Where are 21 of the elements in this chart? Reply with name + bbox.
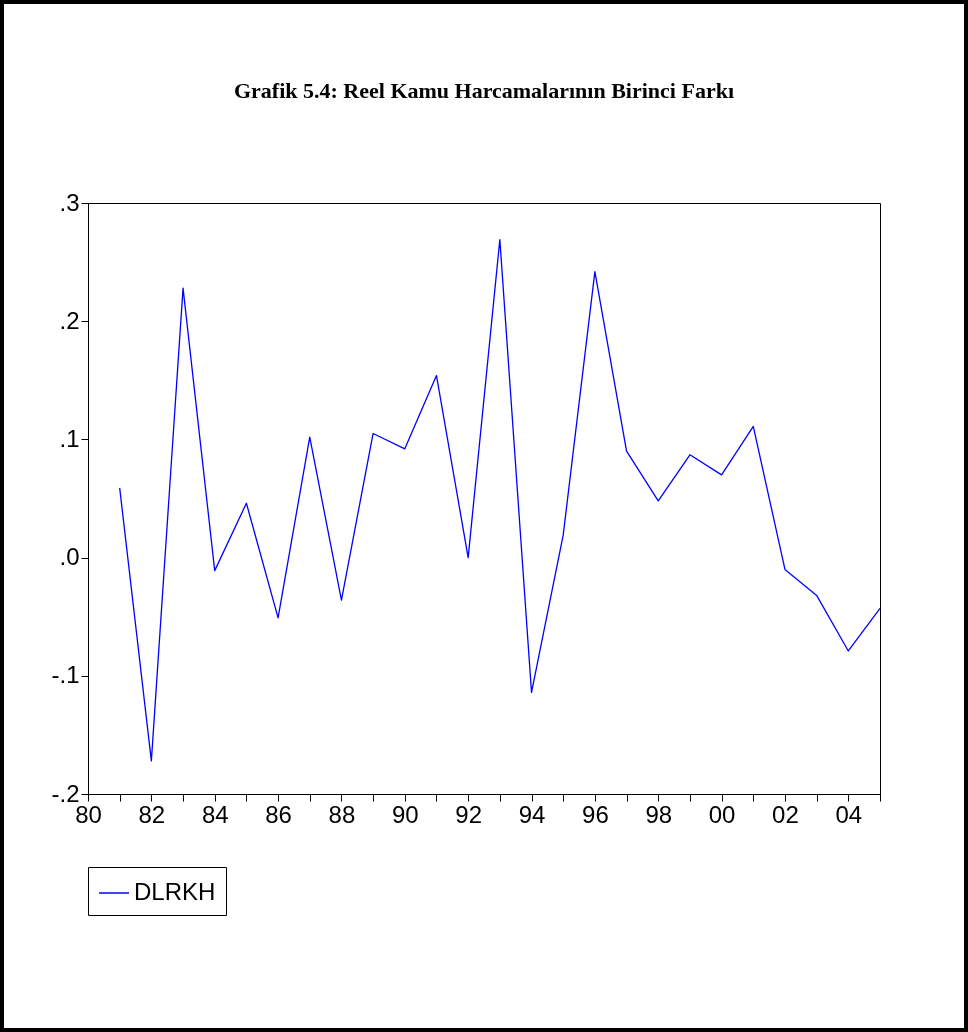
x-tick-label: 92 <box>455 800 483 828</box>
chart-title: Grafik 5.4: Reel Kamu Harcamalarının Birinci Farkı <box>233 78 735 103</box>
x-tick-label: 86 <box>265 800 292 828</box>
x-tick-label: 88 <box>328 800 356 828</box>
x-tick-label: 02 <box>772 800 799 828</box>
y-tick-label: -.2 <box>51 779 80 807</box>
y-tick-label: .0 <box>59 543 80 571</box>
legend-label: DLRKH <box>134 878 216 905</box>
y-tick-label: .1 <box>59 424 80 452</box>
y-tick-label: .3 <box>59 188 80 216</box>
x-tick-label: 94 <box>518 800 546 828</box>
x-tick-label: 90 <box>391 800 419 828</box>
x-tick-label: 96 <box>582 800 609 828</box>
x-tick-label: 82 <box>138 800 166 828</box>
y-tick-label: -.1 <box>51 661 80 689</box>
x-tick-label: 84 <box>201 800 229 828</box>
line-series <box>119 238 881 762</box>
x-tick-label: 98 <box>645 800 673 828</box>
x-tick-label: 04 <box>835 800 863 828</box>
x-tick-label: 00 <box>708 800 736 828</box>
y-tick-label: .2 <box>59 306 80 334</box>
